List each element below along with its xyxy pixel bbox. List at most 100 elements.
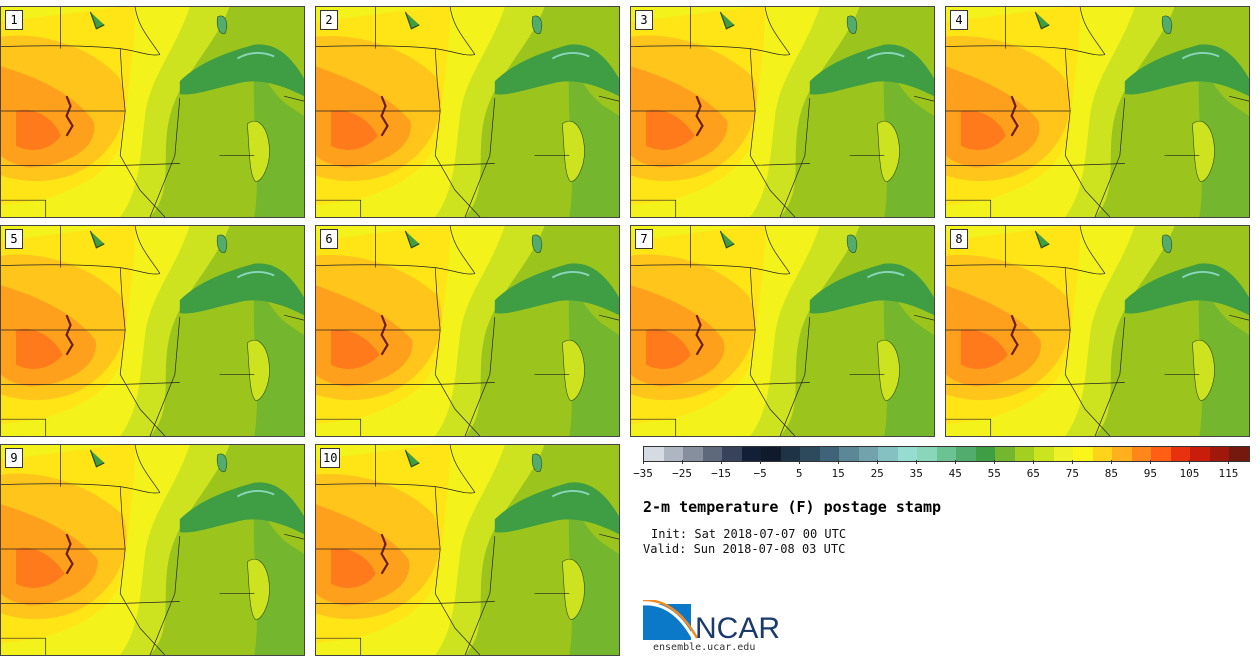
panel-member-10[interactable]: 10 xyxy=(315,444,620,656)
panel-member-3[interactable]: 3 xyxy=(630,6,935,218)
colorbar-segment xyxy=(780,447,801,461)
state-border xyxy=(149,536,181,655)
lake-michigan xyxy=(247,558,270,620)
colorbar-segment xyxy=(936,447,957,461)
lake-nipigon xyxy=(846,15,858,34)
colorbar-tick xyxy=(682,460,684,464)
panel-member-7[interactable]: 7 xyxy=(630,225,935,437)
river-feature xyxy=(1010,95,1019,137)
lake-nipigon xyxy=(216,234,228,253)
panel-label: 10 xyxy=(320,448,341,468)
colorbar-tick-label: 95 xyxy=(1143,467,1158,480)
panel-member-8[interactable]: 8 xyxy=(945,225,1250,437)
logo-swoosh-orange xyxy=(643,600,699,639)
state-border xyxy=(316,483,476,494)
lake-highlight xyxy=(866,51,905,60)
lake-nipigon xyxy=(846,234,858,253)
lake-superior xyxy=(494,263,619,316)
state-border xyxy=(1,264,161,275)
temperature-map xyxy=(1,226,304,436)
panel-member-6[interactable]: 6 xyxy=(315,225,620,437)
page-title: 2-m temperature (F) postage stamp xyxy=(643,498,942,516)
colorbar-segment xyxy=(897,447,918,461)
state-border xyxy=(119,267,166,436)
state-border xyxy=(1229,95,1249,102)
lake-michigan xyxy=(877,120,900,182)
colorbar-segment xyxy=(1151,447,1171,461)
lake-superior xyxy=(1124,263,1249,316)
panel-member-4[interactable]: 4 xyxy=(945,6,1250,218)
lake-nipigon xyxy=(1161,234,1173,253)
temperature-map xyxy=(946,226,1249,436)
state-border xyxy=(946,382,1125,385)
lake-nipigon xyxy=(531,15,543,34)
colorbar-segment xyxy=(1073,447,1093,461)
state-border xyxy=(149,98,181,217)
state-border xyxy=(434,48,481,217)
temperature-map xyxy=(631,226,934,436)
state-border xyxy=(1,483,161,494)
hot-region xyxy=(330,548,376,588)
panel-member-9[interactable]: 9 xyxy=(0,444,305,656)
state-border xyxy=(631,163,810,166)
lake-michigan xyxy=(247,120,270,182)
state-border xyxy=(946,45,1106,56)
panel-label: 8 xyxy=(950,229,968,249)
state-border xyxy=(1,601,180,604)
colorbar-tick-label: −15 xyxy=(711,467,731,480)
colorbar-tick xyxy=(760,460,762,464)
hot-region xyxy=(15,547,65,588)
state-border xyxy=(316,601,495,604)
state-border xyxy=(946,199,992,217)
temperature-map xyxy=(946,7,1249,217)
panel-member-2[interactable]: 2 xyxy=(315,6,620,218)
panel-label: 7 xyxy=(635,229,653,249)
michigan-region xyxy=(568,499,619,655)
panel-member-1[interactable]: 1 xyxy=(0,6,305,218)
lake-highlight xyxy=(1181,51,1220,60)
temperature-map xyxy=(1,7,304,217)
state-border xyxy=(1229,314,1249,321)
lake-nipigon xyxy=(216,453,228,472)
state-border xyxy=(316,199,362,217)
hot-region xyxy=(15,328,63,369)
state-border xyxy=(599,533,619,540)
panel-member-5[interactable]: 5 xyxy=(0,225,305,437)
colorbar-segment xyxy=(1229,447,1249,461)
colorbar-segment xyxy=(683,447,703,461)
state-border xyxy=(779,98,811,217)
state-border xyxy=(134,7,161,55)
lake-of-the-woods xyxy=(719,11,735,30)
colorbar-tick xyxy=(916,460,918,464)
state-border xyxy=(134,445,161,493)
lake-nipigon xyxy=(531,453,543,472)
river-feature xyxy=(380,533,389,575)
state-border xyxy=(1,418,47,436)
state-border xyxy=(449,226,476,274)
state-border xyxy=(316,45,476,56)
panel-label: 4 xyxy=(950,10,968,30)
state-border xyxy=(1094,98,1126,217)
state-border xyxy=(764,226,791,274)
lake-highlight xyxy=(551,51,590,60)
site-url[interactable]: ensemble.ucar.edu xyxy=(653,642,756,653)
state-border xyxy=(149,317,181,436)
colorbar-segment xyxy=(722,447,742,461)
temperature-map xyxy=(316,445,619,655)
michigan-region xyxy=(253,61,304,217)
state-border xyxy=(434,267,481,436)
state-border xyxy=(946,163,1125,166)
lake-superior xyxy=(494,482,619,535)
lake-michigan xyxy=(1192,339,1215,401)
state-border xyxy=(631,382,810,385)
temperature-map xyxy=(1,445,304,655)
river-feature xyxy=(65,533,74,575)
colorbar-tick-label: 85 xyxy=(1104,467,1118,480)
colorbar-tick xyxy=(838,460,840,464)
state-border xyxy=(1094,317,1126,436)
colorbar-tick xyxy=(1228,460,1230,464)
lake-of-the-woods xyxy=(404,11,420,30)
colorbar-tick xyxy=(955,460,957,464)
temperature-map xyxy=(631,7,934,217)
lake-superior xyxy=(809,263,934,316)
